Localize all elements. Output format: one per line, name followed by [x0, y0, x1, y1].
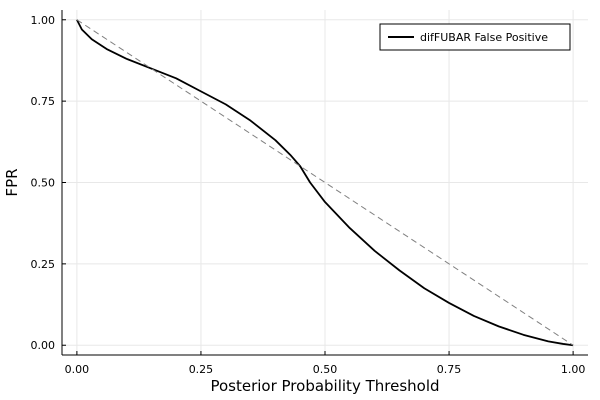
y-tick-label: 0.00	[31, 339, 56, 352]
legend-series-label: difFUBAR False Positive	[420, 31, 548, 44]
fpr-series-line	[76, 19, 574, 347]
tick-labels: 0.00 0.25 0.50 0.75 1.00 0.00 0.25 0.50 0.75 1.00	[31, 14, 586, 376]
y-tick-label: 1.00	[31, 14, 56, 27]
x-tick-label: 0.50	[313, 363, 338, 376]
series-lines	[76, 19, 574, 347]
x-axis-title: Posterior Probability Threshold	[210, 377, 439, 395]
legend: difFUBAR False Positive	[379, 23, 571, 51]
y-tick-label: 0.75	[31, 95, 56, 108]
x-tick-label: 0.00	[65, 363, 90, 376]
x-tick-label: 1.00	[561, 363, 586, 376]
x-tick-label: 0.25	[189, 363, 214, 376]
x-tick-label: 0.75	[437, 363, 462, 376]
y-tick-label: 0.50	[31, 177, 56, 190]
diagonal-reference-line	[76, 19, 574, 346]
y-axis-title: FPR	[3, 168, 21, 196]
y-tick-label: 0.25	[31, 258, 56, 271]
grid-lines	[62, 10, 588, 355]
